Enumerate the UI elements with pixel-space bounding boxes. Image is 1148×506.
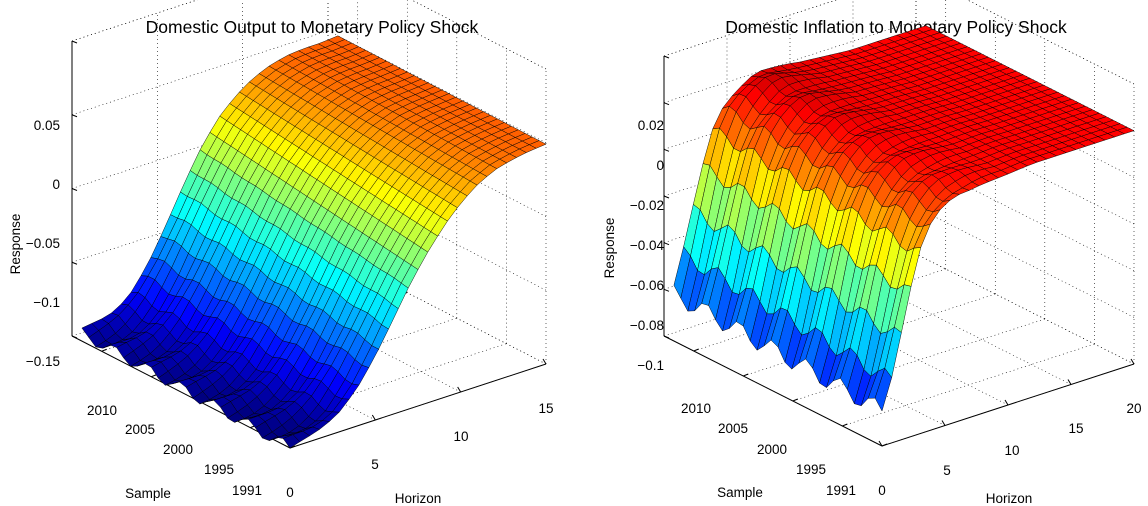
x-tick-label: 15: [538, 401, 553, 416]
x-tick-label: 5: [371, 457, 379, 472]
grid-line: [411, 0, 547, 70]
grid-line: [101, 348, 107, 352]
grid-line: [915, 113, 1135, 225]
grid-line: [663, 102, 670, 106]
grid-line: [371, 414, 376, 421]
grid-line: [663, 195, 670, 199]
z-axis-label: Response: [8, 214, 23, 275]
grid-line: [915, 160, 1135, 271]
y-tick-label: 1995: [796, 462, 826, 477]
x-tick-label: 10: [1004, 443, 1019, 458]
grid-line: [663, 148, 670, 152]
y-axis-label: Sample: [125, 486, 171, 501]
x-tick-label: 10: [453, 429, 468, 444]
z-tick-label: −0.1: [637, 358, 664, 373]
grid-line: [663, 335, 670, 339]
grid-line: [941, 420, 946, 426]
grid-line: [542, 358, 547, 365]
grid-line: [289, 363, 547, 449]
grid-line: [663, 55, 670, 59]
x-tick-label: 5: [943, 463, 951, 478]
z-tick-label: 0.05: [34, 118, 60, 133]
grid-line: [915, 207, 1135, 318]
z-tick-label: −0.08: [630, 318, 664, 333]
grid-line: [71, 30, 329, 116]
grid-line: [743, 373, 749, 377]
grid-line: [1067, 379, 1072, 385]
y-tick-label: 2005: [718, 421, 748, 436]
y-axis-label: Sample: [717, 485, 763, 500]
surface: [673, 25, 1135, 412]
y-tick-label: 2000: [757, 442, 787, 457]
y-tick-label: 1991: [232, 483, 262, 498]
z-tick-label: −0.05: [26, 236, 60, 251]
surface-facet: [874, 367, 892, 412]
grid-line: [1004, 399, 1009, 406]
grid-line: [915, 253, 1135, 365]
grid-line: [789, 294, 1009, 406]
grid-line: [792, 398, 799, 402]
grid-line: [792, 318, 1045, 402]
grid-line: [663, 288, 670, 292]
grid-line: [842, 343, 1095, 427]
grid-line: [663, 242, 670, 246]
grid-line: [966, 0, 1135, 85]
grid-line: [71, 0, 198, 42]
grid-line: [71, 40, 78, 44]
y-tick-label: 2005: [125, 422, 155, 437]
z-tick-label: −0.15: [26, 354, 60, 369]
z-tick-label: −0.04: [630, 238, 665, 253]
x-tick-label: 0: [878, 483, 886, 498]
x-axis-label: Horizon: [986, 491, 1033, 506]
grid-line: [693, 348, 699, 352]
y-tick-label: 1995: [204, 462, 234, 477]
grid-line: [663, 0, 838, 57]
x-tick-label: 0: [286, 485, 294, 500]
x-tick-label: 15: [1068, 421, 1083, 436]
y-tick-label: 2010: [681, 401, 711, 416]
surface: [81, 35, 547, 449]
grid-line: [457, 386, 462, 393]
grid-line: [842, 423, 848, 427]
grid-line: [915, 67, 1135, 178]
z-tick-label: 0: [52, 177, 60, 192]
grid-line: [1130, 358, 1135, 365]
grid-line: [71, 335, 78, 339]
panel-inflation: Domestic Inflation to Monetary Policy Sh…: [602, 0, 1142, 506]
z-tick-label: −0.02: [630, 198, 664, 213]
grid-line: [71, 114, 78, 118]
z-tick-label: −0.06: [630, 278, 664, 293]
x-tick-label: 20: [1126, 401, 1141, 416]
y-tick-label: 2000: [163, 442, 193, 457]
grid-line: [151, 374, 157, 378]
panel-output: Domestic Output to Monetary Policy Shock…: [8, 0, 554, 506]
z-axis-label: Response: [602, 218, 617, 279]
grid-line: [852, 274, 1072, 385]
grid-line: [71, 335, 291, 449]
grid-line: [663, 20, 917, 103]
grid-line: [71, 261, 78, 265]
z-tick-label: 0.02: [638, 118, 664, 133]
grid-line: [881, 443, 888, 447]
surface-facet: [282, 434, 301, 449]
z-tick-label: −0.1: [33, 295, 60, 310]
chart-title: Domestic Output to Monetary Policy Shock: [146, 17, 479, 37]
x-axis-label: Horizon: [395, 491, 442, 506]
grid-line: [663, 335, 883, 447]
grid-line: [878, 440, 883, 447]
grid-line: [71, 188, 78, 191]
z-tick-label: 0: [656, 158, 664, 173]
y-tick-label: 2010: [87, 403, 117, 418]
y-tick-label: 1991: [826, 483, 856, 498]
grid-line: [726, 315, 946, 426]
